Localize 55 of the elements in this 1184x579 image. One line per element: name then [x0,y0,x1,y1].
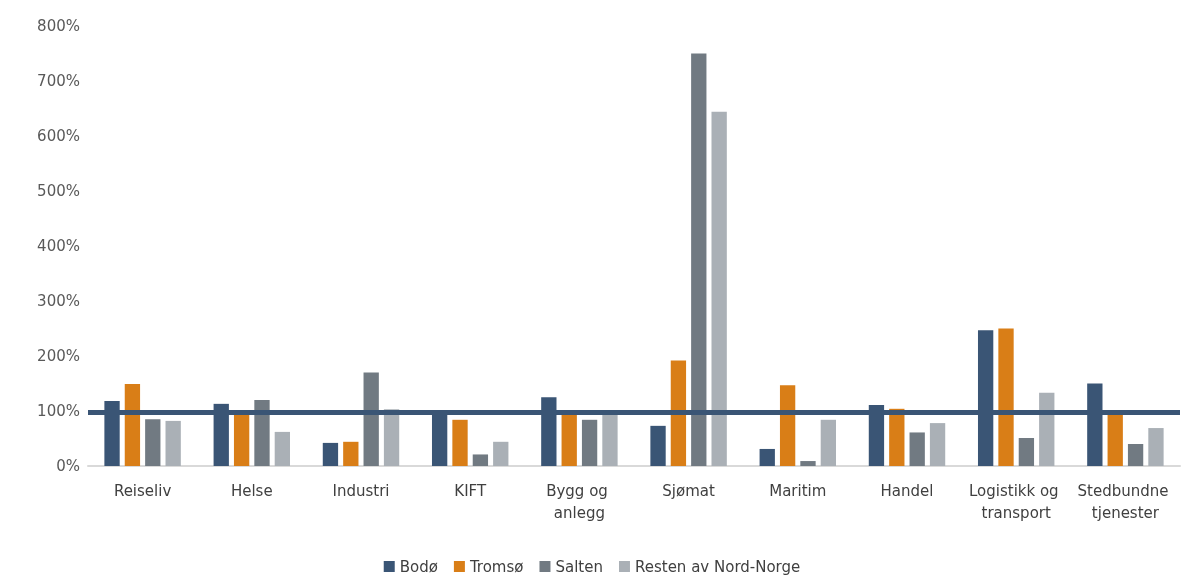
x-tick-label: Reiseliv [113,482,172,500]
bar [561,413,577,466]
bar [452,419,468,466]
bar [581,419,598,466]
x-tick-label: Sjømat [662,482,715,500]
bar [233,413,250,466]
legend-label: Resten av Nord-Norge [634,557,801,576]
y-tick-label: 400% [37,237,80,255]
bar [1018,437,1035,466]
bar [779,385,796,466]
bar [493,441,509,466]
bar [711,111,727,466]
x-tick-label: KIFT [454,482,487,500]
bar [274,431,291,466]
bar [1127,444,1144,466]
y-tick-label: 300% [37,292,80,310]
bar [929,423,946,466]
y-tick-label: 0% [56,457,80,475]
legend-label: Bodø [399,557,438,576]
bar [1148,428,1164,466]
y-tick-label: 200% [37,347,80,365]
bar [124,384,141,466]
y-tick-label: 600% [37,127,80,145]
bar [800,461,816,466]
bar [691,53,707,466]
y-tick-label: 700% [37,72,80,90]
bar [145,419,161,466]
x-tick-label: Helse [230,482,273,500]
bar [363,372,379,466]
bar [322,442,339,466]
y-tick-label: 500% [37,182,80,200]
bar [602,413,618,466]
y-tick-label: 100% [37,402,80,420]
bar [254,400,270,466]
legend-label: Salten [555,557,603,576]
x-tick-label: Logistikk og transport [968,482,1064,522]
y-tick-label: 800% [37,17,80,35]
x-tick-label: Maritim [769,482,827,500]
bar [165,420,181,466]
bar [909,432,925,466]
bar [759,448,775,466]
bar [820,419,837,466]
bar [383,409,400,466]
x-tick-label: Stedbundne tjenester [1077,482,1174,522]
bar [343,441,359,466]
legend-label: Tromsø [468,557,524,576]
x-tick-label: Handel [880,482,934,500]
bar [472,454,489,466]
x-tick-label: Industri [332,482,390,500]
bar [1039,392,1055,466]
bar [998,328,1014,466]
bar [670,360,687,466]
bar [1107,413,1123,466]
x-tick-label: Bygg og anlegg [546,482,613,522]
bar [650,425,666,466]
